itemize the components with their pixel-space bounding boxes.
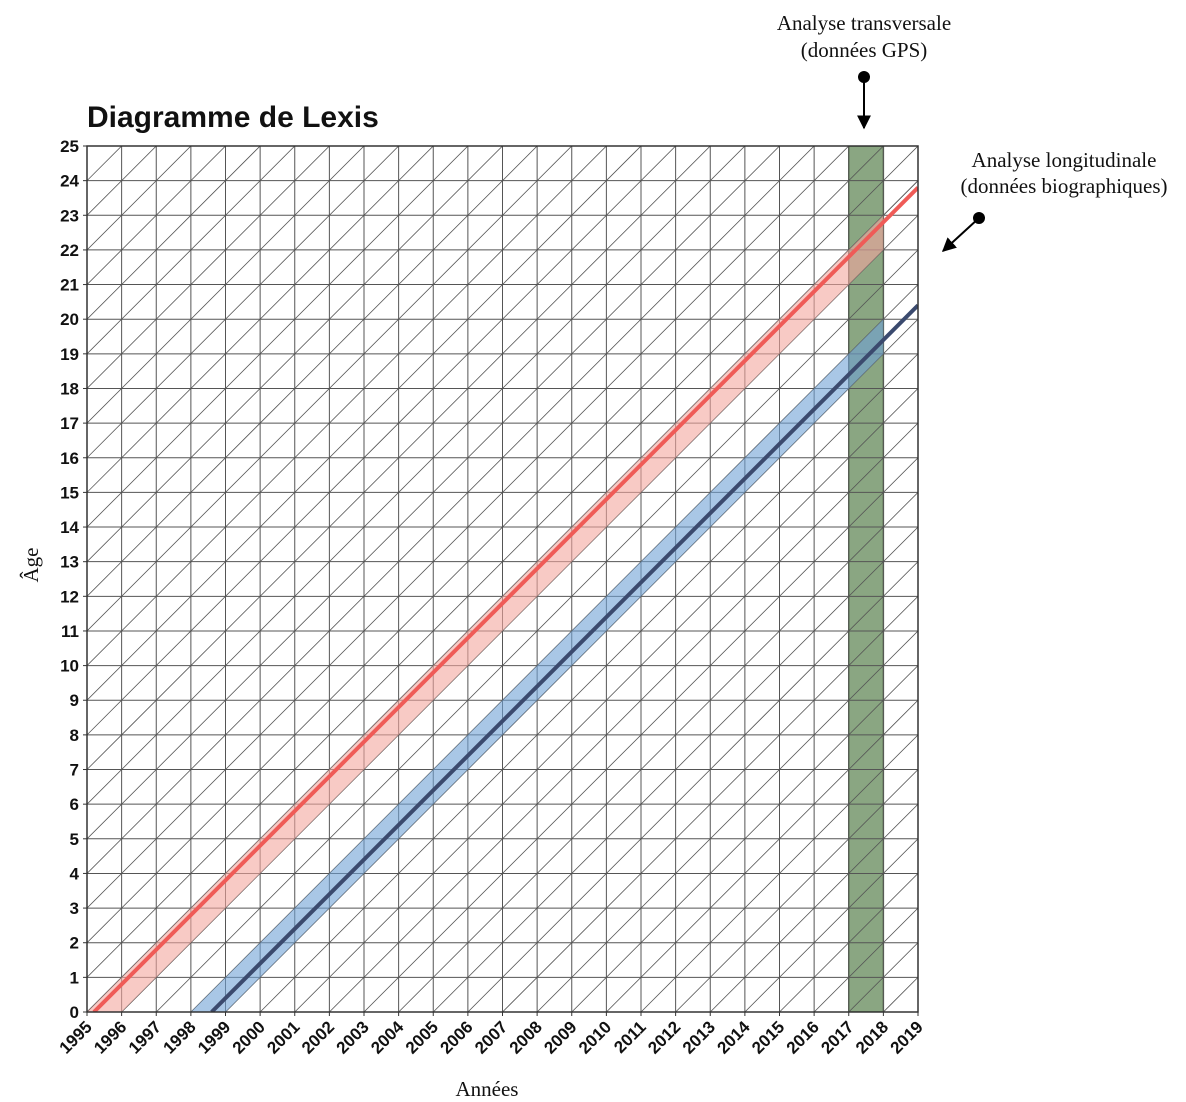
y-tick-label: 24	[60, 172, 79, 191]
y-tick-label: 17	[60, 414, 79, 433]
arrow	[941, 217, 980, 252]
life-line	[92, 186, 918, 1012]
cohort-band	[190, 319, 884, 1012]
x-tick-label: 2009	[540, 1017, 580, 1057]
x-tick-label: 2010	[575, 1017, 615, 1057]
annotation: (données GPS)	[801, 38, 928, 62]
y-tick-label: 16	[60, 449, 79, 468]
y-tick-label: 22	[60, 241, 79, 260]
y-tick-label: 21	[60, 276, 79, 295]
x-tick-label: 2003	[333, 1017, 373, 1057]
x-tick-label: 2015	[748, 1017, 788, 1057]
y-tick-label: 4	[70, 864, 80, 883]
chart-title: Diagramme de Lexis	[87, 101, 379, 134]
x-tick-label: 2019	[887, 1017, 927, 1057]
y-tick-label: 11	[61, 622, 79, 641]
cohort-band	[87, 215, 884, 1012]
x-axis-label: Années	[456, 1077, 519, 1101]
x-tick-label: 2014	[714, 1017, 755, 1058]
x-tick-label: 1996	[90, 1017, 130, 1057]
y-tick-label: 5	[70, 830, 79, 849]
y-axis-label: Âge	[19, 548, 43, 583]
x-tick-label: 2006	[437, 1017, 477, 1057]
y-tick-label: 10	[60, 657, 79, 676]
y-tick-label: 19	[60, 345, 79, 364]
x-tick-label: 2012	[644, 1017, 684, 1057]
y-tick-label: 3	[70, 899, 79, 918]
x-tick-label: 2018	[852, 1017, 892, 1057]
x-tick-label: 2017	[817, 1017, 857, 1057]
x-tick-label: 2001	[263, 1017, 303, 1057]
x-tick-label: 2013	[679, 1017, 719, 1057]
x-tick-label: 1999	[194, 1017, 234, 1057]
y-tick-label: 20	[60, 310, 79, 329]
y-tick-label: 15	[60, 483, 79, 502]
x-tick-label: 2002	[298, 1017, 338, 1057]
annotation: (données biographiques)	[960, 174, 1167, 198]
x-tick-label: 1995	[56, 1017, 96, 1057]
x-tick-label: 2008	[506, 1017, 546, 1057]
y-tick-label: 18	[60, 379, 79, 398]
x-tick-label: 2011	[610, 1017, 650, 1057]
x-tick-label: 2000	[229, 1017, 269, 1057]
life-line	[210, 303, 918, 1012]
y-tick-label: 6	[70, 795, 79, 814]
annotation: Analyse transversale	[777, 11, 951, 35]
y-tick-label: 13	[60, 553, 79, 572]
y-tick-label: 1	[70, 968, 79, 987]
y-tick-label: 12	[60, 587, 79, 606]
annotation: Analyse longitudinale	[972, 148, 1157, 172]
x-tick-label: 2004	[367, 1017, 408, 1058]
y-tick-label: 23	[60, 206, 79, 225]
x-tick-label: 1998	[160, 1017, 200, 1057]
x-tick-label: 2007	[471, 1017, 511, 1057]
y-tick-label: 7	[70, 761, 79, 780]
x-tick-label: 1997	[125, 1017, 165, 1057]
y-tick-label: 2	[70, 934, 79, 953]
y-tick-label: 25	[60, 137, 79, 156]
x-tick-label: 2005	[402, 1017, 442, 1057]
y-tick-label: 14	[60, 518, 79, 537]
y-tick-label: 8	[70, 726, 79, 745]
x-tick-label: 2016	[783, 1017, 823, 1057]
y-tick-label: 9	[70, 691, 79, 710]
y-tick-label: 0	[70, 1003, 79, 1022]
plot-area	[87, 146, 918, 1012]
